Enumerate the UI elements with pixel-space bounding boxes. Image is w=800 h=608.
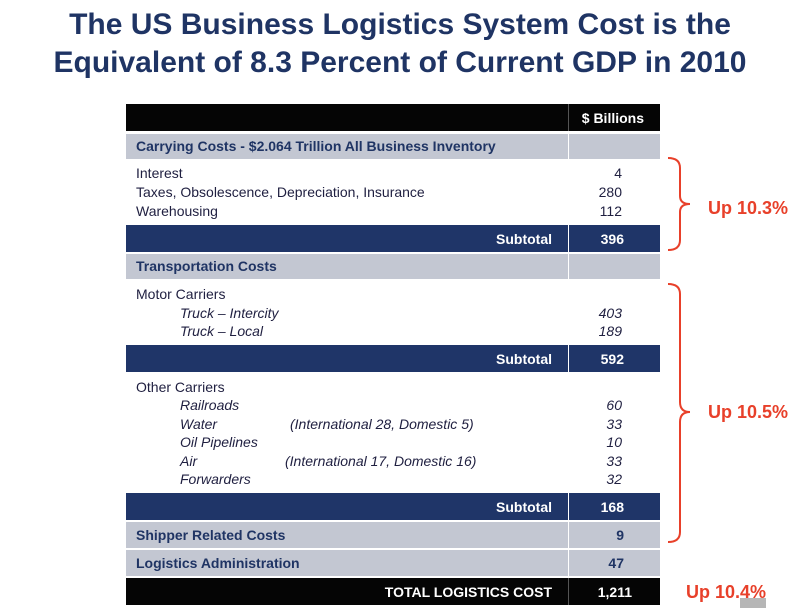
other-carriers-label: Other Carriers bbox=[136, 379, 225, 395]
logistics-admin-label: Logistics Administration bbox=[136, 555, 300, 571]
brace-transport bbox=[667, 283, 691, 543]
carrying-subtotal-row: Subtotal 396 bbox=[126, 225, 660, 252]
line-item-value: 112 bbox=[599, 203, 622, 219]
column-divider bbox=[568, 493, 569, 520]
line-item-note: (International 28, Domestic 5) bbox=[290, 416, 474, 432]
subtotal-label: Subtotal bbox=[496, 351, 552, 367]
total-change-note: Up 10.4% bbox=[686, 582, 767, 602]
line-item-label: Truck – Intercity bbox=[180, 305, 279, 321]
total-value: 1,211 bbox=[597, 584, 632, 600]
total-label: TOTAL LOGISTICS COST bbox=[384, 584, 552, 600]
shipper-costs-value: 9 bbox=[616, 527, 624, 543]
line-item-value: 32 bbox=[606, 471, 622, 487]
column-divider bbox=[568, 578, 569, 605]
line-item-label: Truck – Local bbox=[180, 323, 263, 339]
line-item-label: Railroads bbox=[180, 397, 240, 413]
line-item-label: Warehousing bbox=[136, 203, 218, 219]
slide-title: The US Business Logistics System Cost is… bbox=[0, 6, 800, 82]
column-divider bbox=[568, 225, 569, 252]
title-line-1: The US Business Logistics System Cost is… bbox=[69, 8, 731, 41]
motor-carriers-label: Motor Carriers bbox=[136, 286, 226, 302]
units-header: $ Billions bbox=[581, 110, 644, 126]
line-item-value: 60 bbox=[606, 397, 622, 413]
other-subtotal-row: Subtotal 168 bbox=[126, 493, 660, 520]
subtotal-value: 168 bbox=[600, 499, 624, 515]
carrying-costs-label: Carrying Costs - $2.064 Trillion All Bus… bbox=[136, 138, 496, 154]
line-item-value: 4 bbox=[614, 165, 622, 181]
brace-carrying bbox=[667, 157, 691, 251]
line-item-value: 33 bbox=[606, 453, 622, 469]
line-item-label: Water bbox=[180, 416, 218, 432]
slide-corner-marker bbox=[740, 598, 766, 608]
subtotal-label: Subtotal bbox=[496, 231, 552, 247]
shipper-costs-row: Shipper Related Costs 9 bbox=[126, 522, 660, 548]
transport-costs-header: Transportation Costs bbox=[126, 254, 660, 279]
line-item-label: Air bbox=[180, 453, 198, 469]
carrying-costs-header: Carrying Costs - $2.064 Trillion All Bus… bbox=[126, 134, 660, 159]
table-header-row: $ Billions bbox=[126, 104, 660, 131]
carrying-change-note: Up 10.3% bbox=[708, 198, 789, 218]
subtotal-value: 592 bbox=[600, 351, 624, 367]
line-item-note: (International 17, Domestic 16) bbox=[285, 453, 477, 469]
line-item-label: Interest bbox=[136, 165, 183, 181]
logistics-admin-value: 47 bbox=[608, 555, 624, 571]
column-divider bbox=[568, 134, 569, 159]
title-line-2: Equivalent of 8.3 Percent of Current GDP… bbox=[53, 46, 747, 79]
transport-costs-label: Transportation Costs bbox=[136, 258, 277, 274]
line-item-value: 10 bbox=[606, 434, 622, 450]
motor-subtotal-row: Subtotal 592 bbox=[126, 345, 660, 372]
column-divider bbox=[568, 104, 569, 131]
line-item-value: 280 bbox=[598, 184, 622, 200]
logistics-admin-row: Logistics Administration 47 bbox=[126, 550, 660, 576]
total-row: TOTAL LOGISTICS COST 1,211 bbox=[126, 578, 660, 605]
column-divider bbox=[568, 254, 569, 279]
column-divider bbox=[568, 345, 569, 372]
line-item-label: Oil Pipelines bbox=[180, 434, 258, 450]
line-item-label: Taxes, Obsolescence, Depreciation, Insur… bbox=[136, 184, 425, 200]
transport-change-note: Up 10.5% bbox=[708, 402, 789, 422]
line-item-value: 189 bbox=[598, 323, 622, 339]
line-item-value: 33 bbox=[606, 416, 622, 432]
line-item-label: Forwarders bbox=[180, 471, 251, 487]
subtotal-value: 396 bbox=[600, 231, 624, 247]
column-divider bbox=[568, 522, 569, 548]
line-item-value: 403 bbox=[598, 305, 622, 321]
column-divider bbox=[568, 550, 569, 576]
subtotal-label: Subtotal bbox=[496, 499, 552, 515]
shipper-costs-label: Shipper Related Costs bbox=[136, 527, 286, 543]
